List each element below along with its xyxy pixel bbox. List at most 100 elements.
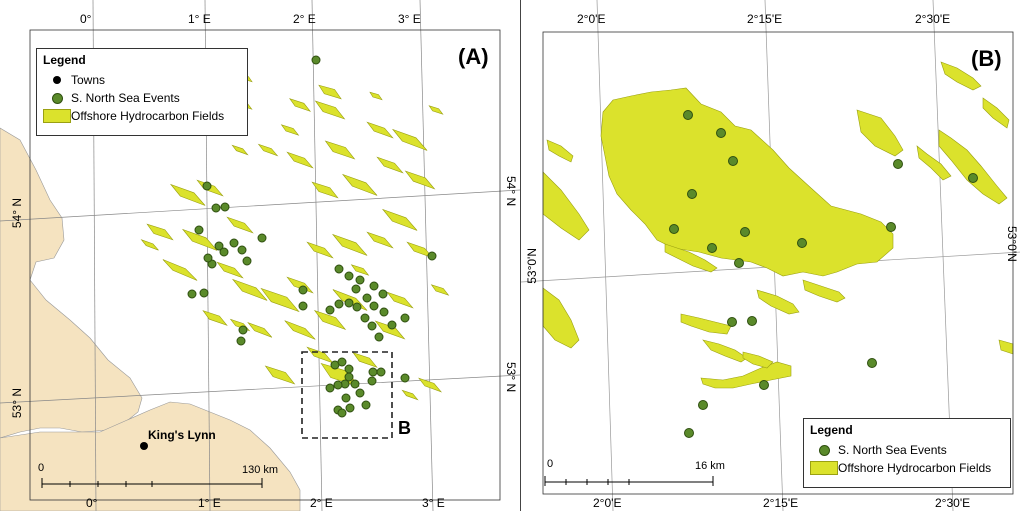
event-marker bbox=[237, 245, 247, 255]
event-marker bbox=[220, 202, 230, 212]
event-marker bbox=[341, 393, 351, 403]
hydrocarbon-field bbox=[404, 170, 436, 190]
tick-bottom: 1° E bbox=[198, 496, 221, 510]
legend-b: Legend S. North Sea Events Offshore Hydr… bbox=[803, 418, 1011, 488]
event-marker bbox=[374, 332, 384, 342]
tick-bottom: 3° E bbox=[422, 496, 445, 510]
legend-item-fields: Offshore Hydrocarbon Fields bbox=[43, 107, 241, 125]
hydrocarbon-field bbox=[247, 322, 273, 338]
scale-start: 0 bbox=[38, 462, 45, 474]
hydrocarbon-field bbox=[146, 223, 174, 241]
tick-left: 53°0'N bbox=[525, 248, 539, 284]
legend-label: Offshore Hydrocarbon Fields bbox=[71, 109, 225, 123]
hydrocarbon-field bbox=[386, 291, 414, 309]
hydrocarbon-field bbox=[916, 145, 952, 181]
hydrocarbon-field bbox=[702, 339, 748, 363]
legend-label: Towns bbox=[71, 73, 106, 87]
hydrocarbon-field bbox=[742, 351, 774, 369]
hydrocarbon-field bbox=[140, 239, 159, 251]
event-marker bbox=[311, 55, 321, 65]
event-marker bbox=[669, 224, 679, 234]
event-marker bbox=[333, 380, 343, 390]
tick-top: 0° bbox=[80, 12, 92, 26]
hydrocarbon-field bbox=[313, 310, 347, 331]
event-marker bbox=[202, 181, 212, 191]
hydrocarbon-field bbox=[231, 278, 268, 301]
hydrocarbon-field bbox=[856, 109, 904, 157]
event-marker bbox=[355, 275, 365, 285]
panel-b-inset-map: 2°0'E 2°15'E 2°30'E 2°0'E 2°15'E 2°30'E … bbox=[520, 0, 1020, 511]
tick-top: 3° E bbox=[398, 12, 421, 26]
legend-label: S. North Sea Events bbox=[71, 91, 180, 105]
hydrocarbon-field bbox=[202, 310, 228, 326]
tick-right: 53° N bbox=[504, 362, 518, 393]
inset-box-label: B bbox=[398, 418, 411, 438]
event-marker bbox=[345, 403, 355, 413]
hydrocarbon-field bbox=[311, 181, 339, 199]
event-marker bbox=[867, 358, 877, 368]
hydrocarbon-field bbox=[700, 361, 792, 389]
event-marker bbox=[886, 222, 896, 232]
scale-bar-b bbox=[544, 476, 714, 486]
town-symbol-icon bbox=[53, 76, 61, 84]
event-marker bbox=[379, 307, 389, 317]
hydrocarbon-field bbox=[306, 346, 334, 364]
tick-top: 2°30'E bbox=[915, 12, 951, 26]
tick-left: 53° N bbox=[10, 388, 24, 419]
event-marker bbox=[298, 301, 308, 311]
legend-label: S. North Sea Events bbox=[838, 443, 947, 457]
event-marker bbox=[203, 253, 213, 263]
hydrocarbon-field bbox=[226, 216, 254, 234]
tick-bottom: 0° bbox=[86, 496, 98, 510]
event-marker bbox=[968, 173, 978, 183]
legend-title: Legend bbox=[43, 53, 86, 67]
event-marker bbox=[211, 203, 221, 213]
event-marker bbox=[355, 388, 365, 398]
hydrocarbon-field bbox=[306, 241, 334, 259]
hydrocarbon-field bbox=[369, 91, 383, 101]
event-marker bbox=[362, 293, 372, 303]
events-layer-a bbox=[187, 55, 437, 418]
event-marker bbox=[400, 373, 410, 383]
event-marker bbox=[367, 321, 377, 331]
event-marker bbox=[684, 428, 694, 438]
hydrocarbon-field bbox=[318, 84, 342, 100]
scale-end: 16 km bbox=[695, 460, 725, 472]
hydrocarbon-field bbox=[982, 97, 1010, 129]
event-marker bbox=[893, 159, 903, 169]
legend-item-events: S. North Sea Events bbox=[43, 89, 241, 107]
legend-item-towns: Towns bbox=[43, 71, 241, 89]
tick-top: 1° E bbox=[188, 12, 211, 26]
event-marker bbox=[219, 247, 229, 257]
hydrocarbon-field bbox=[169, 183, 206, 206]
tick-bottom: 2° E bbox=[310, 496, 333, 510]
map-b-canvas bbox=[521, 0, 1020, 511]
event-marker bbox=[337, 408, 347, 418]
town-label: King's Lynn bbox=[148, 428, 216, 442]
scale-bar-a bbox=[41, 478, 263, 488]
hydrocarbon-field bbox=[289, 98, 312, 112]
tick-bottom: 2°30'E bbox=[935, 496, 971, 510]
event-marker bbox=[698, 400, 708, 410]
hydrocarbon-field bbox=[428, 105, 444, 115]
hydrocarbon-field bbox=[231, 144, 249, 156]
hydrocarbon-field bbox=[162, 259, 198, 281]
hydrocarbon-field bbox=[216, 261, 244, 279]
event-marker bbox=[400, 313, 410, 323]
event-marker bbox=[325, 305, 335, 315]
hydrocarbon-field bbox=[998, 339, 1014, 355]
event-marker bbox=[369, 301, 379, 311]
hydrocarbon-field bbox=[181, 228, 218, 251]
field-swatch-icon bbox=[43, 109, 71, 123]
event-marker bbox=[229, 238, 239, 248]
event-marker bbox=[797, 238, 807, 248]
inset-box-b bbox=[301, 351, 393, 439]
scale-start: 0 bbox=[547, 458, 554, 470]
event-marker bbox=[334, 264, 344, 274]
event-marker bbox=[707, 243, 717, 253]
event-marker bbox=[344, 271, 354, 281]
hydrocarbon-field bbox=[341, 173, 378, 196]
hydrocarbon-field bbox=[542, 287, 580, 349]
tick-top: 2° E bbox=[293, 12, 316, 26]
hydrocarbon-fields-b bbox=[542, 61, 1014, 389]
